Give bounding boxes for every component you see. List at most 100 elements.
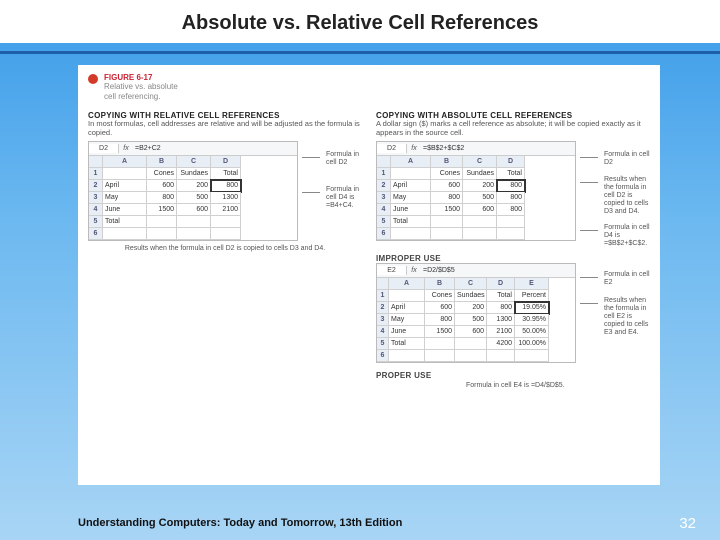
cell [177,216,211,228]
cell: 200 [463,180,497,192]
cell: Cones [425,290,455,302]
cell [177,228,211,240]
cell: 1300 [211,192,241,204]
cell [211,228,241,240]
cell: 600 [177,204,211,216]
callout-line-icon [302,186,320,210]
row-head: 4 [89,204,103,216]
cell: June [391,204,431,216]
cell [487,350,515,362]
cell: 500 [177,192,211,204]
active-cell-ref: E2 [377,266,407,275]
cell [147,216,177,228]
cell [389,350,425,362]
col-head: D [211,156,241,168]
abs-desc: A dollar sign ($) marks a cell reference… [376,120,650,137]
cell: 1500 [147,204,177,216]
cell: 30.95% [515,314,549,326]
cell [389,290,425,302]
col-head: D [487,278,515,290]
col-head: D [497,156,525,168]
row-head: 2 [377,180,391,192]
formula-value: =D2/$D$5 [421,267,455,274]
callout-line-icon [580,297,598,337]
figure-panel: FIGURE 6-17 Relative vs. absolute cell r… [78,65,660,485]
rel-spreadsheet: D2 fx =B2+C2 A B C D 1 Cones Sundaes [88,141,298,241]
col-head: E [515,278,549,290]
cell: 600 [147,180,177,192]
col-head: A [103,156,147,168]
cell: 50.00% [515,326,549,338]
cell: 800 [147,192,177,204]
fx-icon: fx [119,145,133,152]
formula-bar: E2 fx =D2/$D$5 [377,264,575,278]
cell: May [103,192,147,204]
row-head: 4 [377,326,389,338]
cell: 600 [431,180,463,192]
cell: 500 [455,314,487,326]
cell: 600 [455,326,487,338]
callout-line-icon [580,176,598,216]
col-head: B [147,156,177,168]
cell: 2100 [211,204,241,216]
formula-value: =$B$2+$C$2 [421,145,464,152]
cell: Total [497,168,525,180]
decoration-strip [0,43,720,65]
col-head: B [425,278,455,290]
cell: May [389,314,425,326]
cell: 200 [177,180,211,192]
fx-icon: fx [407,267,421,274]
cell [103,228,147,240]
row-head: 3 [89,192,103,204]
col-head: A [389,278,425,290]
row-head: 1 [377,290,389,302]
cell [463,216,497,228]
cell: Total [487,290,515,302]
row-head: 6 [377,228,391,240]
col-head: B [431,156,463,168]
cell [455,350,487,362]
cell-e2: 19.05% [515,302,549,314]
callout-line-icon [580,224,598,248]
improper-grid: A B C D E 1 Cones Sundaes Total Percent … [377,278,575,362]
callout-line-icon [302,151,320,167]
improper-spreadsheet: E2 fx =D2/$D$5 A B C D E 1 Cones [376,263,576,363]
corner-cell [377,278,389,290]
cell [455,338,487,350]
figure-label: FIGURE 6-17 [104,73,178,82]
cell: 800 [487,302,515,314]
cell [515,350,549,362]
cell: Cones [431,168,463,180]
cell: 800 [431,192,463,204]
row-head: 6 [377,350,389,362]
cell: April [391,180,431,192]
cell: 1500 [431,204,463,216]
cell: 800 [425,314,455,326]
cell: 100.00% [515,338,549,350]
fx-icon: fx [407,145,421,152]
absolute-column: COPYING WITH ABSOLUTE CELL REFERENCES A … [376,107,650,477]
col-head: C [455,278,487,290]
callout-e2: Formula in cell E2 [604,271,650,287]
row-head: 5 [377,338,389,350]
cell: Cones [147,168,177,180]
corner-cell [89,156,103,168]
row-head: 5 [89,216,103,228]
cell [431,216,463,228]
cell: Total [211,168,241,180]
callout-results-abs: Results when the formula in cell D2 is c… [604,176,650,216]
row-head: 3 [377,314,389,326]
row-head: 6 [89,228,103,240]
figure-header: FIGURE 6-17 Relative vs. absolute cell r… [88,73,650,101]
cell: Sundaes [177,168,211,180]
cell [425,350,455,362]
cell: Sundaes [463,168,497,180]
cell [431,228,463,240]
cell: June [103,204,147,216]
row-head: 1 [377,168,391,180]
active-cell-ref: D2 [89,144,119,153]
improper-label: IMPROPER USE [376,254,650,263]
footer-title: Understanding Computers: Today and Tomor… [78,517,402,529]
slide-footer: Understanding Computers: Today and Tomor… [0,506,720,540]
cell-d2: 800 [211,180,241,192]
